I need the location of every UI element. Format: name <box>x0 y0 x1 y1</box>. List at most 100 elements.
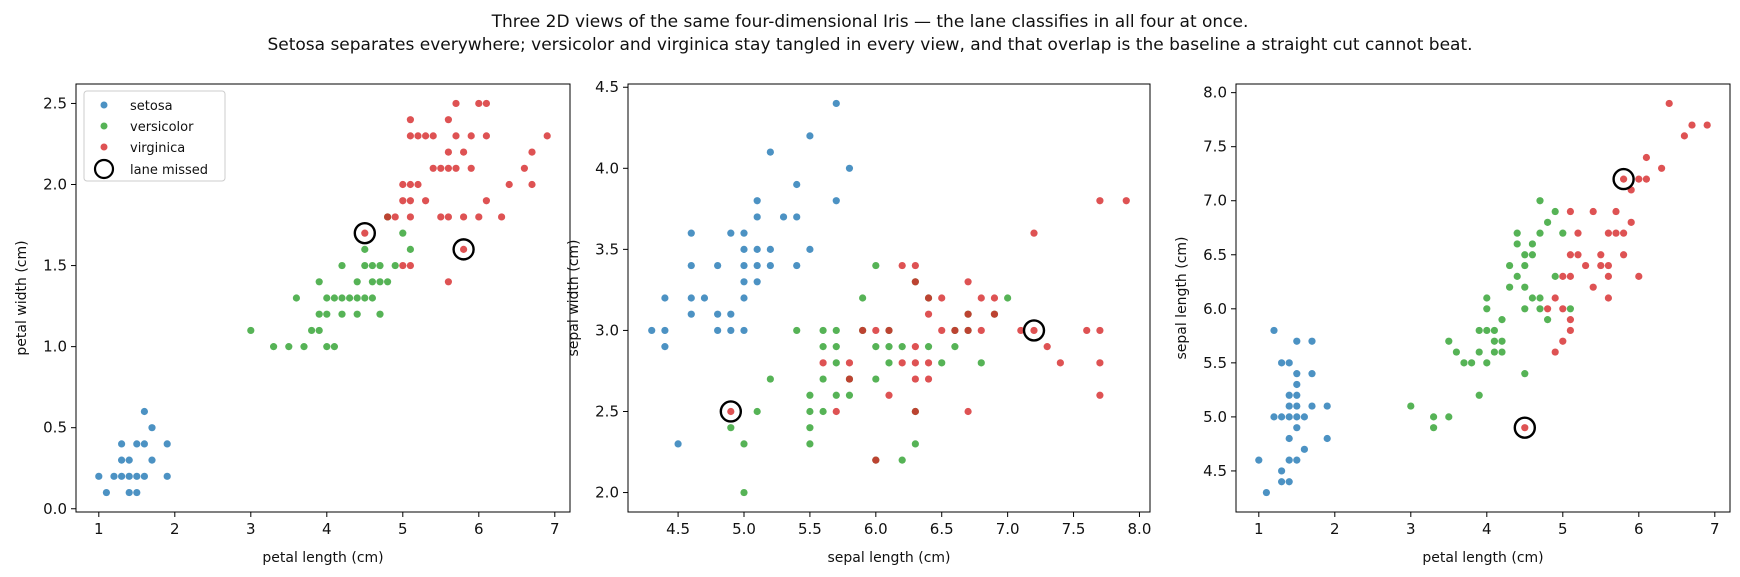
x-tick-label: 5.5 <box>798 520 822 538</box>
data-point-versicolor <box>806 391 814 399</box>
data-point-virginica <box>1559 337 1567 345</box>
data-point-versicolor <box>1498 316 1506 324</box>
data-point-setosa <box>140 407 148 416</box>
data-point-versicolor <box>330 343 338 351</box>
data-point-setosa <box>1270 326 1278 335</box>
data-point-virginica <box>1703 121 1711 129</box>
data-point-virginica <box>977 294 985 302</box>
data-point-virginica <box>1030 326 1038 335</box>
data-point-setosa <box>1285 456 1293 464</box>
data-point-setosa <box>687 294 695 302</box>
data-point-setosa <box>125 488 133 497</box>
data-point-virginica <box>467 164 475 172</box>
y-axis-label: sepal length (cm) <box>1174 236 1190 359</box>
figure-title-line-2: Setosa separates everywhere; versicolor … <box>267 35 1472 55</box>
data-point-versicolor <box>315 326 323 335</box>
data-point-versicolor <box>368 294 376 302</box>
data-point-setosa <box>163 472 171 480</box>
data-point-setosa <box>687 229 695 237</box>
data-point-virginica <box>1582 261 1590 270</box>
data-point-virginica <box>460 245 468 253</box>
data-point-versicolor <box>1513 229 1521 237</box>
x-tick-label: 6.0 <box>864 520 888 538</box>
data-point-virginica <box>938 294 946 302</box>
x-axis-label: petal length (cm) <box>1422 550 1543 566</box>
data-point-setosa <box>118 440 126 448</box>
data-point-virginica <box>1620 251 1628 259</box>
data-point-versicolor <box>368 261 376 270</box>
data-point-setosa <box>1262 488 1270 497</box>
data-point-virginica <box>406 261 414 270</box>
x-tick-label: 2 <box>170 520 180 538</box>
data-point-versicolor <box>1430 413 1438 421</box>
y-tick-label: 2.5 <box>43 94 67 112</box>
data-point-virginica <box>422 197 430 205</box>
data-point-virginica <box>911 343 919 351</box>
lane-missed-ring <box>1022 319 1046 342</box>
data-point-virginica <box>1574 229 1582 237</box>
x-tick-label: 4 <box>322 520 332 538</box>
data-point-versicolor <box>376 261 384 270</box>
data-point-versicolor <box>376 278 384 286</box>
data-point-virginica <box>1620 175 1628 183</box>
data-point-virginica <box>429 132 437 140</box>
data-point-setosa <box>95 472 103 480</box>
data-point-virginica <box>399 261 407 270</box>
data-point-versicolor <box>346 294 354 302</box>
data-point-versicolor <box>247 326 255 335</box>
data-point-versicolor <box>1430 424 1438 432</box>
data-point-versicolor <box>727 424 735 432</box>
data-point-setosa <box>1293 337 1301 345</box>
y-tick-label: 0.0 <box>43 500 67 518</box>
data-point-virginica <box>1566 251 1574 259</box>
data-point-virginica <box>898 359 906 367</box>
data-point-virginica <box>990 310 999 318</box>
data-point-versicolor <box>819 343 827 351</box>
data-point-virginica <box>406 132 414 140</box>
data-point-setosa <box>727 310 735 318</box>
data-point-setosa <box>1293 391 1301 399</box>
legend-label-setosa: setosa <box>130 99 173 114</box>
y-tick-label: 4.5 <box>1203 462 1227 480</box>
data-point-setosa <box>753 261 761 270</box>
data-point-versicolor <box>806 424 814 432</box>
data-point-setosa <box>727 229 735 237</box>
data-point-virginica <box>406 213 414 221</box>
legend-marker-virginica <box>100 143 108 151</box>
data-point-virginica <box>885 326 893 335</box>
y-tick-label: 1.5 <box>43 257 67 275</box>
data-point-virginica <box>1521 424 1529 432</box>
data-point-virginica <box>1658 164 1666 172</box>
data-point-setosa <box>740 261 748 270</box>
data-point-setosa <box>806 132 814 140</box>
data-point-versicolor <box>1445 337 1453 345</box>
data-point-setosa <box>779 213 788 221</box>
data-point-versicolor <box>832 359 840 367</box>
data-point-virginica <box>1096 359 1104 367</box>
data-point-setosa <box>661 294 669 302</box>
x-tick-label: 1 <box>94 520 104 538</box>
legend-label-versicolor: versicolor <box>130 120 194 135</box>
data-point-versicolor <box>1521 251 1529 259</box>
x-tick-label: 1 <box>1254 520 1264 538</box>
data-point-setosa <box>753 245 761 253</box>
data-point-virginica <box>1544 305 1552 313</box>
data-point-versicolor <box>1490 326 1498 335</box>
data-point-virginica <box>422 132 430 140</box>
x-tick-label: 5 <box>1558 520 1568 538</box>
data-point-setosa <box>700 294 709 302</box>
data-point-versicolor <box>819 407 827 416</box>
data-point-versicolor <box>1528 251 1536 259</box>
data-point-virginica <box>911 261 919 270</box>
data-point-setosa <box>766 148 774 156</box>
data-point-virginica <box>977 326 985 335</box>
data-point-virginica <box>1604 294 1612 302</box>
data-point-setosa <box>793 180 801 189</box>
data-point-setosa <box>714 310 722 318</box>
data-point-virginica <box>1612 229 1620 237</box>
data-point-setosa <box>1278 467 1286 475</box>
data-point-versicolor <box>753 407 761 416</box>
data-point-virginica <box>444 116 452 124</box>
y-tick-label: 4.0 <box>595 159 619 177</box>
data-point-virginica <box>938 326 946 335</box>
